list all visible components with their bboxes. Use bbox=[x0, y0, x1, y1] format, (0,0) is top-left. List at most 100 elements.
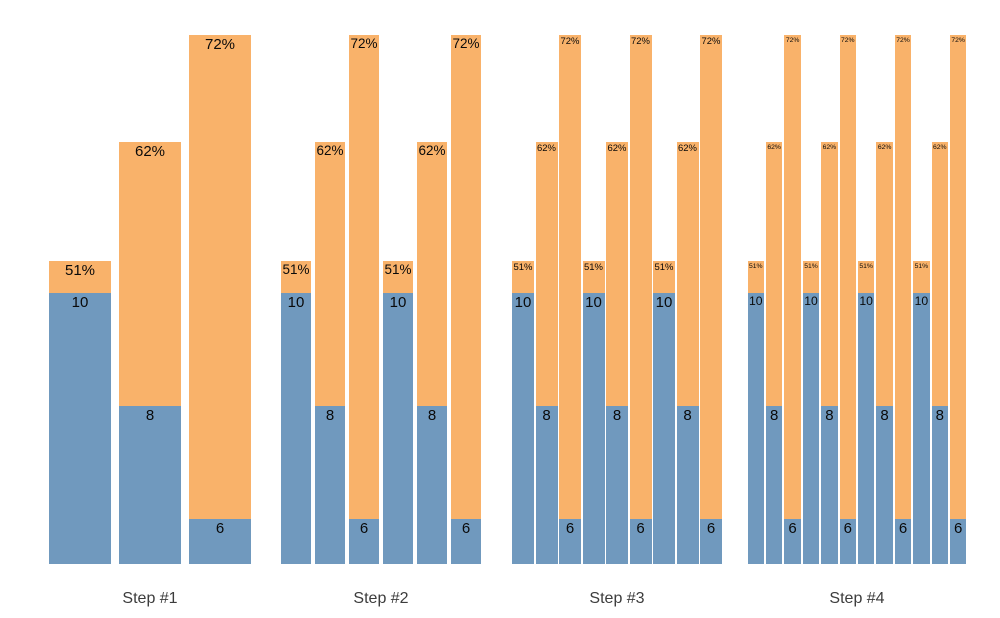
facet-label-step1: Step #1 bbox=[122, 590, 178, 607]
bar-top-segment: 72% bbox=[559, 35, 581, 519]
bar-bottom-label: 6 bbox=[843, 520, 852, 537]
bar-top-segment: 51% bbox=[747, 261, 765, 293]
bar-step1-2: 62% 8 bbox=[119, 142, 181, 564]
bar-top-segment: 51% bbox=[281, 261, 311, 293]
bar-bottom-label: 10 bbox=[389, 294, 407, 311]
bar-step2-6: 72% 6 bbox=[451, 35, 481, 564]
bar-step4-4: 51% 10 bbox=[802, 261, 820, 564]
bar-step3-6: 72% 6 bbox=[629, 35, 652, 564]
bar-top-segment: 51% bbox=[857, 261, 875, 293]
bar-step4-6: 72% 6 bbox=[839, 35, 857, 564]
bar-top-segment: 62% bbox=[931, 142, 949, 406]
bar-top-label: 51% bbox=[282, 262, 310, 277]
bar-top-segment: 62% bbox=[876, 142, 893, 406]
bar-top-label: 51% bbox=[654, 262, 674, 273]
bar-bottom-segment: 8 bbox=[821, 406, 838, 564]
bar-top-label: 51% bbox=[584, 262, 603, 273]
bar-top-segment: 51% bbox=[383, 261, 413, 293]
bar-step4-3: 72% 6 bbox=[784, 35, 801, 564]
bar-step4-11: 62% 8 bbox=[931, 142, 949, 564]
bar-bottom-label: 6 bbox=[788, 520, 797, 537]
bar-bottom-label: 6 bbox=[706, 520, 716, 537]
bar-bottom-segment: 6 bbox=[894, 519, 912, 564]
bar-bottom-segment: 8 bbox=[119, 406, 181, 564]
bar-top-label: 72% bbox=[560, 36, 580, 47]
bar-bottom-segment: 6 bbox=[189, 519, 251, 564]
facet-label-step4: Step #4 bbox=[829, 590, 885, 607]
bar-top-segment: 62% bbox=[315, 142, 345, 406]
bar-bottom-segment: 6 bbox=[349, 519, 379, 564]
bar-bottom-segment: 8 bbox=[315, 406, 345, 564]
bar-bottom-label: 6 bbox=[954, 520, 963, 537]
bar-bottom-label: 10 bbox=[514, 294, 532, 311]
bar-bottom-segment: 10 bbox=[913, 293, 930, 564]
bar-bottom-segment: 6 bbox=[949, 519, 967, 564]
bar-step2-5: 62% 8 bbox=[417, 142, 447, 564]
bar-top-segment: 72% bbox=[700, 35, 722, 519]
bar-top-segment: 62% bbox=[417, 142, 447, 406]
bar-top-label: 62% bbox=[134, 143, 166, 160]
bar-bottom-segment: 10 bbox=[653, 293, 675, 564]
facet-label-step3: Step #3 bbox=[589, 590, 645, 607]
bar-bottom-label: 10 bbox=[71, 294, 89, 311]
bar-bottom-label: 8 bbox=[825, 407, 834, 424]
bar-top-label: 62% bbox=[767, 144, 781, 151]
bar-top-segment: 72% bbox=[451, 35, 481, 519]
bar-top-label: 51% bbox=[384, 262, 412, 277]
bar-bottom-segment: 8 bbox=[606, 406, 628, 564]
bar-bottom-segment: 8 bbox=[676, 406, 699, 564]
bar-bottom-segment: 6 bbox=[629, 519, 652, 564]
bar-bottom-segment: 10 bbox=[383, 293, 413, 564]
bar-bottom-segment: 10 bbox=[281, 293, 311, 564]
bar-bottom-segment: 6 bbox=[559, 519, 581, 564]
bar-top-label: 62% bbox=[822, 144, 837, 151]
bar-top-label: 62% bbox=[933, 144, 947, 151]
bar-step3-8: 62% 8 bbox=[676, 142, 699, 564]
bar-top-segment: 62% bbox=[765, 142, 783, 406]
bar-bottom-segment: 10 bbox=[582, 293, 605, 564]
bar-bottom-label: 10 bbox=[914, 294, 929, 308]
bar-top-label: 72% bbox=[896, 37, 910, 44]
bar-step1-1: 51% 10 bbox=[49, 261, 111, 564]
bar-top-label: 51% bbox=[64, 262, 96, 279]
bar-bottom-label: 8 bbox=[935, 407, 944, 424]
bar-step2-2: 62% 8 bbox=[315, 142, 345, 564]
bar-top-segment: 72% bbox=[839, 35, 857, 519]
bar-top-segment: 62% bbox=[535, 142, 558, 406]
bar-bottom-label: 10 bbox=[749, 294, 763, 308]
bar-bottom-segment: 6 bbox=[839, 519, 857, 564]
bar-bottom-label: 8 bbox=[542, 407, 551, 424]
bar-top-label: 72% bbox=[350, 36, 378, 51]
bar-step4-9: 72% 6 bbox=[894, 35, 912, 564]
bar-bottom-label: 10 bbox=[287, 294, 305, 311]
bar-top-segment: 72% bbox=[894, 35, 912, 519]
bar-top-label: 72% bbox=[841, 37, 855, 44]
bar-bottom-segment: 10 bbox=[857, 293, 875, 564]
bar-top-segment: 51% bbox=[653, 261, 675, 293]
bar-bottom-segment: 10 bbox=[747, 293, 765, 564]
bar-top-segment: 62% bbox=[606, 142, 628, 406]
bar-bottom-label: 6 bbox=[565, 520, 575, 537]
bar-step2-3: 72% 6 bbox=[349, 35, 379, 564]
bar-bottom-label: 8 bbox=[683, 407, 692, 424]
bar-step3-2: 62% 8 bbox=[535, 142, 558, 564]
bar-bottom-label: 10 bbox=[859, 294, 873, 308]
bar-top-label: 72% bbox=[631, 36, 650, 47]
bar-bottom-segment: 8 bbox=[535, 406, 558, 564]
bar-bottom-segment: 8 bbox=[417, 406, 447, 564]
bar-top-segment: 72% bbox=[349, 35, 379, 519]
bar-top-label: 62% bbox=[418, 143, 446, 158]
bar-top-label: 51% bbox=[859, 263, 873, 270]
bar-step4-1: 51% 10 bbox=[747, 261, 765, 564]
bar-bottom-label: 10 bbox=[585, 294, 602, 311]
bar-bottom-label: 6 bbox=[215, 520, 225, 537]
bar-top-segment: 72% bbox=[189, 35, 251, 519]
bar-top-label: 51% bbox=[513, 262, 533, 273]
bar-bottom-segment: 8 bbox=[765, 406, 783, 564]
bar-top-label: 62% bbox=[316, 143, 344, 158]
bar-top-segment: 72% bbox=[784, 35, 801, 519]
bar-bottom-segment: 8 bbox=[931, 406, 949, 564]
bar-top-segment: 51% bbox=[913, 261, 930, 293]
bar-bottom-label: 8 bbox=[145, 407, 155, 424]
